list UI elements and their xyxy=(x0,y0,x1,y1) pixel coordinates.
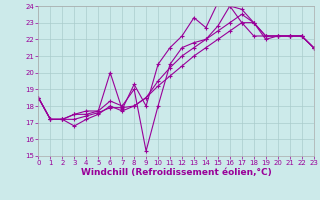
X-axis label: Windchill (Refroidissement éolien,°C): Windchill (Refroidissement éolien,°C) xyxy=(81,168,271,177)
